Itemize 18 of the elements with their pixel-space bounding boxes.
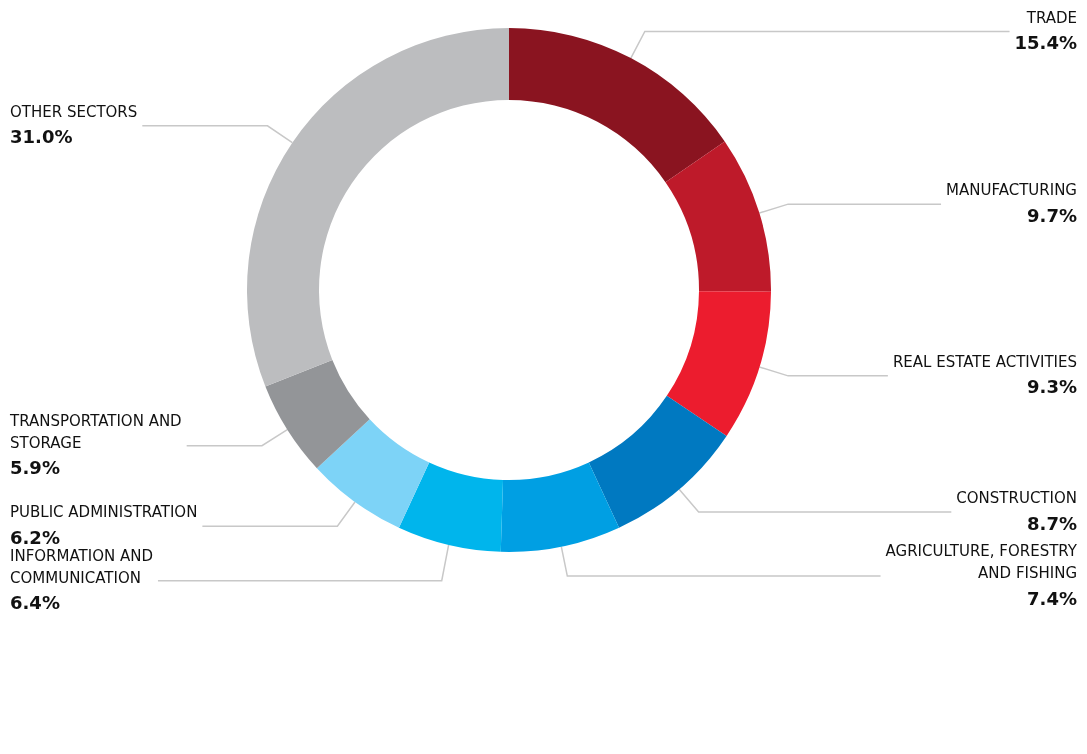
slice-label: REAL ESTATE ACTIVITIES	[892, 352, 1077, 371]
slice-label: OTHER SECTORS	[10, 102, 138, 121]
data-label: 15.4%	[1014, 32, 1077, 54]
data-label: 9.3%	[1027, 376, 1077, 398]
slice-label: CONSTRUCTION	[956, 489, 1077, 508]
slice-label: PUBLIC ADMINISTRATION	[10, 503, 198, 522]
data-label: 6.4%	[10, 592, 60, 614]
data-label: 31.0%	[10, 126, 73, 148]
slice-label: INFORMATION AND COMMUNICATION	[10, 546, 153, 587]
data-label: 8.7%	[1027, 512, 1077, 534]
slice-label: AGRICULTURE, FORESTRY AND FISHING	[885, 542, 1078, 583]
slice-label: MANUFACTURING	[946, 181, 1077, 200]
data-label: 5.9%	[10, 457, 60, 479]
data-label: 6.2%	[10, 526, 60, 548]
data-label: 9.7%	[1027, 204, 1077, 226]
slice-label: TRANSPORTATION AND STORAGE	[9, 411, 182, 452]
slice-label: TRADE	[1025, 8, 1077, 27]
data-label: 7.4%	[1027, 587, 1077, 609]
